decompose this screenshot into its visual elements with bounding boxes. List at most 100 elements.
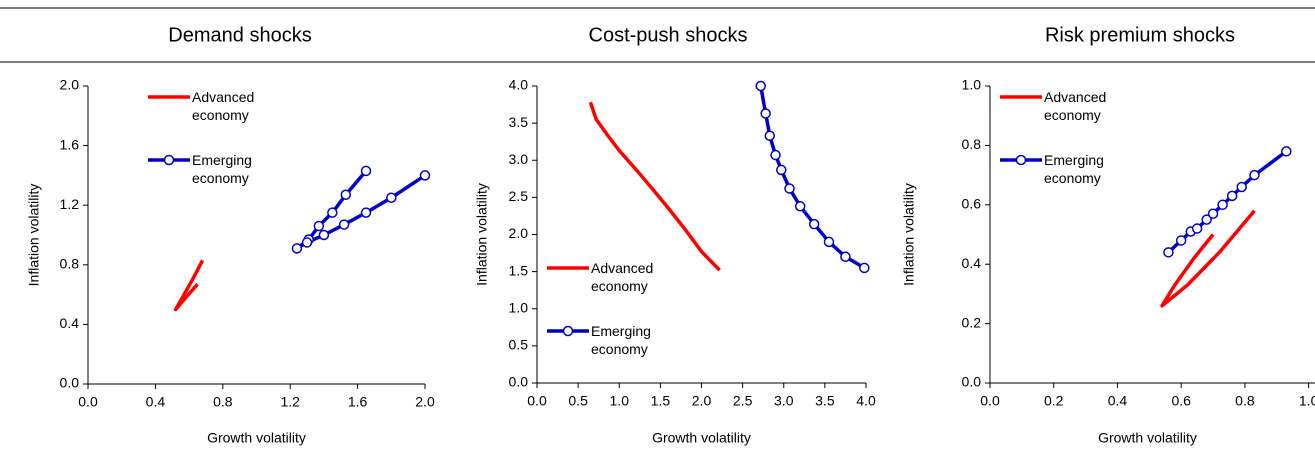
x-tick-label: 2.0: [692, 393, 712, 409]
legend-marker: [163, 154, 175, 166]
point: [840, 251, 851, 263]
y-tick-label: 0.0: [60, 375, 80, 391]
legend-item: Advanced economy: [192, 89, 255, 123]
point: [1163, 247, 1174, 258]
x-tick-label: 0.8: [213, 394, 233, 410]
series-line: [1167, 149, 1288, 254]
y-tick-label: 1.5: [509, 262, 529, 278]
x-tick-label: 1.0: [610, 393, 630, 409]
legend-label: Advanced economy: [192, 89, 255, 123]
point: [808, 218, 820, 230]
y-tick-label: 0.6: [962, 196, 982, 212]
series-line: [758, 85, 866, 270]
chart-title: Cost-push shocks: [589, 24, 748, 46]
legend-label: Emerging economy: [1044, 152, 1104, 186]
point: [760, 108, 771, 119]
point: [301, 237, 313, 248]
point: [386, 192, 397, 203]
y-tick-label: 1.2: [60, 196, 80, 212]
x-tick-label: 1.0: [1299, 393, 1315, 409]
point: [338, 219, 350, 230]
point: [327, 207, 338, 218]
point: [318, 229, 330, 241]
legend-item: Emerging economy: [591, 323, 651, 357]
y-tick-label: 0.4: [962, 255, 982, 271]
legend-item: Emerging economy: [1044, 152, 1104, 186]
y-tick-label: 0.2: [962, 314, 982, 330]
point: [360, 207, 372, 218]
y-tick-label: 1.0: [962, 77, 982, 93]
point: [419, 170, 431, 181]
x-tick-label: 3.5: [815, 393, 835, 409]
point: [1281, 146, 1292, 157]
x-tick-label: 0.8: [1235, 393, 1255, 409]
x-tick-label: 0.6: [1171, 393, 1191, 409]
point: [859, 262, 870, 274]
x-tick-label: 0.0: [527, 393, 547, 409]
x-tick-label: 0.2: [1044, 393, 1064, 409]
legend-item: Advanced economy: [1044, 89, 1107, 123]
point: [1207, 208, 1219, 219]
series-line: [173, 259, 205, 312]
legend-label: Advanced economy: [1044, 89, 1107, 123]
x-tick-label: 0.0: [78, 394, 98, 410]
x-tick-label: 1.6: [348, 394, 368, 410]
point: [1236, 181, 1247, 193]
point: [340, 189, 352, 201]
x-tick-label: 4.0: [856, 393, 876, 409]
chart-title: Demand shocks: [168, 24, 311, 46]
x-tick-label: 1.5: [651, 393, 671, 409]
point: [794, 201, 806, 212]
y-tick-label: 2.5: [509, 188, 529, 204]
y-tick-label: 1.0: [509, 299, 529, 315]
y-tick-label: 0.0: [962, 374, 982, 390]
x-tick-label: 0.5: [568, 393, 588, 409]
legend-label: Emerging economy: [192, 152, 252, 186]
point: [823, 236, 835, 248]
x-axis-label: Growth volatility: [207, 430, 306, 446]
legend-item: Advanced economy: [591, 260, 654, 294]
y-tick-label: 3.0: [509, 151, 529, 167]
chart-title: Risk premium shocks: [1045, 24, 1235, 46]
series-line: [295, 169, 426, 251]
legend-label: Advanced economy: [591, 260, 654, 294]
y-tick-label: 4.0: [509, 77, 529, 93]
y-axis-label: Inflation volatility: [26, 184, 42, 287]
point: [770, 149, 781, 161]
x-tick-label: 3.0: [774, 393, 794, 409]
x-tick-label: 0.4: [146, 394, 166, 410]
legend-marker: [562, 325, 574, 337]
x-tick-label: 1.2: [280, 394, 300, 410]
point: [1249, 169, 1260, 181]
y-tick-label: 2.0: [60, 77, 80, 93]
y-tick-label: 0.0: [509, 374, 529, 390]
y-axis-label: Inflation volatility: [474, 183, 490, 286]
y-tick-label: 3.5: [509, 114, 529, 130]
point: [1191, 223, 1203, 234]
point: [1201, 214, 1212, 225]
point: [784, 183, 795, 194]
x-tick-label: 2.0: [415, 394, 435, 410]
point: [764, 130, 776, 141]
x-tick-label: 0.0: [980, 393, 1000, 409]
point: [360, 165, 372, 177]
series-line: [1160, 209, 1256, 308]
y-tick-label: 0.4: [60, 315, 80, 331]
point: [1226, 190, 1238, 202]
x-tick-label: 2.5: [733, 393, 753, 409]
x-tick-label: 0.4: [1108, 393, 1128, 409]
point: [291, 243, 303, 254]
point: [776, 164, 787, 176]
point: [313, 220, 325, 232]
point: [1217, 199, 1228, 211]
y-axis-label: Inflation volatility: [901, 183, 917, 286]
series-line: [588, 101, 721, 272]
y-tick-label: 0.8: [962, 136, 982, 152]
legend-item: Emerging economy: [192, 152, 252, 186]
y-tick-label: 0.5: [509, 337, 529, 353]
x-axis-label: Growth volatility: [652, 430, 751, 446]
x-axis-label: Growth volatility: [1098, 430, 1197, 446]
legend-label: Emerging economy: [591, 323, 651, 357]
